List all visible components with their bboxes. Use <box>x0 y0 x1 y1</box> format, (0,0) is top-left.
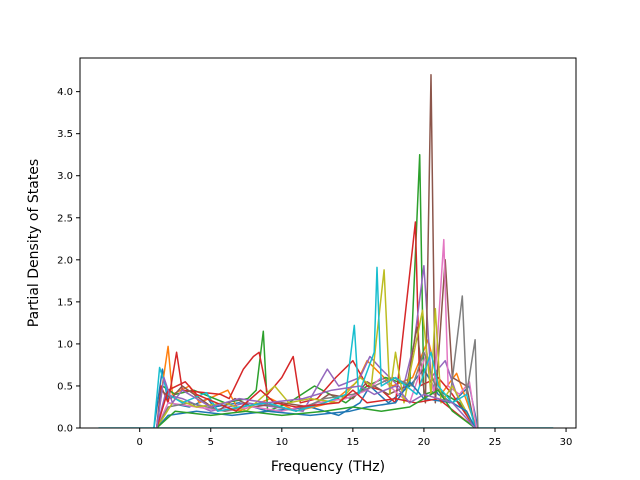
series-layer <box>98 74 554 428</box>
x-axis: 0 5 10 15 20 25 30 <box>137 428 573 448</box>
x-tick-label: 5 <box>208 437 214 448</box>
y-tick-label: 3.5 <box>57 129 73 140</box>
y-tick-label: 0.0 <box>57 424 73 435</box>
y-tick-label: 3.0 <box>57 171 73 182</box>
series-line-10 <box>153 266 476 428</box>
plot-frame <box>79 57 577 429</box>
x-tick-label: 20 <box>418 437 431 448</box>
series-line-9 <box>156 269 476 428</box>
x-tick-label: 0 <box>137 437 143 448</box>
series-line-14 <box>155 376 476 428</box>
y-tick-label: 2.5 <box>57 213 73 224</box>
series-line-13 <box>156 389 476 428</box>
x-tick-label: 10 <box>275 437 288 448</box>
x-axis-label: Frequency (THz) <box>271 459 385 475</box>
y-tick-label: 4.0 <box>57 87 73 98</box>
y-tick-label: 1.0 <box>57 339 73 350</box>
series-line-8 <box>156 295 479 428</box>
y-tick-label: 2.0 <box>57 255 73 266</box>
y-tick-label: 1.5 <box>57 297 73 308</box>
x-tick-label: 30 <box>560 437 573 448</box>
y-axis: 0.0 0.5 1.0 1.5 2.0 2.5 3.0 3.5 4.0 <box>57 87 80 435</box>
x-tick-label: 15 <box>347 437 360 448</box>
y-tick-label: 0.5 <box>57 381 73 392</box>
y-axis-label: Partial Density of States <box>26 159 42 327</box>
x-tick-label: 25 <box>489 437 502 448</box>
